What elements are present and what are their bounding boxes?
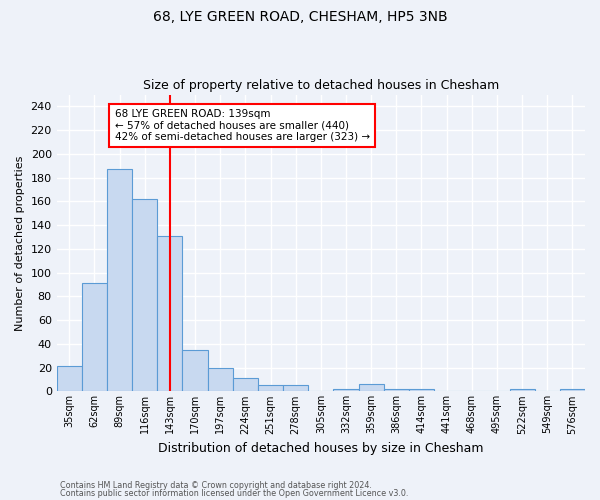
Bar bbox=[359, 384, 384, 392]
Text: 68, LYE GREEN ROAD, CHESHAM, HP5 3NB: 68, LYE GREEN ROAD, CHESHAM, HP5 3NB bbox=[152, 10, 448, 24]
Text: Contains public sector information licensed under the Open Government Licence v3: Contains public sector information licen… bbox=[60, 488, 409, 498]
Bar bbox=[334, 389, 359, 392]
X-axis label: Distribution of detached houses by size in Chesham: Distribution of detached houses by size … bbox=[158, 442, 484, 455]
Bar bbox=[233, 378, 258, 392]
Bar bbox=[509, 389, 535, 392]
Bar bbox=[560, 389, 585, 392]
Bar bbox=[409, 389, 434, 392]
Bar bbox=[82, 284, 107, 392]
Bar bbox=[283, 386, 308, 392]
Bar bbox=[132, 199, 157, 392]
Text: Contains HM Land Registry data © Crown copyright and database right 2024.: Contains HM Land Registry data © Crown c… bbox=[60, 481, 372, 490]
Bar bbox=[208, 368, 233, 392]
Y-axis label: Number of detached properties: Number of detached properties bbox=[15, 156, 25, 330]
Bar bbox=[258, 386, 283, 392]
Bar bbox=[107, 170, 132, 392]
Bar bbox=[182, 350, 208, 392]
Title: Size of property relative to detached houses in Chesham: Size of property relative to detached ho… bbox=[143, 79, 499, 92]
Bar bbox=[157, 236, 182, 392]
Bar bbox=[384, 389, 409, 392]
Bar bbox=[56, 366, 82, 392]
Text: 68 LYE GREEN ROAD: 139sqm
← 57% of detached houses are smaller (440)
42% of semi: 68 LYE GREEN ROAD: 139sqm ← 57% of detac… bbox=[115, 109, 370, 142]
